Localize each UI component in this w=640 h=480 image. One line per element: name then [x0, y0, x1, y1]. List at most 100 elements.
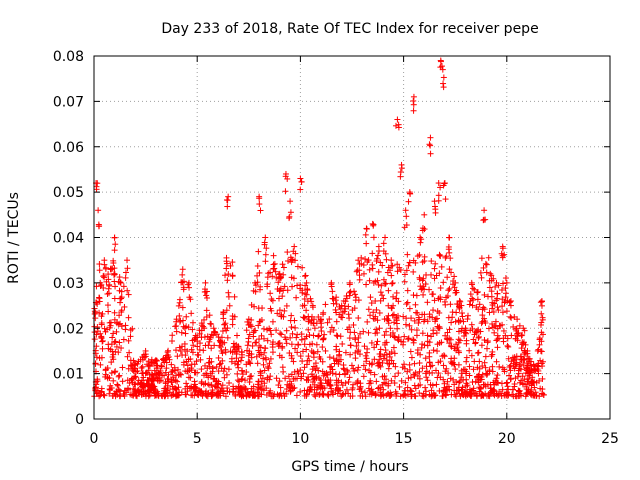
data-point-cloud [288, 312, 295, 319]
data-point-cloud [385, 320, 392, 327]
data-point-cloud [493, 375, 500, 382]
data-point-cloud [421, 311, 428, 318]
data-point-cloud [290, 358, 297, 365]
data-point-cloud [209, 364, 216, 371]
data-point-cloud [393, 320, 400, 327]
data-point-cloud [168, 379, 175, 386]
data-point-cloud [153, 362, 160, 369]
data-point-cloud [314, 348, 321, 355]
data-point-cloud [498, 392, 505, 399]
data-point-cloud [394, 336, 401, 343]
data-point-cloud [125, 314, 132, 321]
data-point-cloud [204, 295, 211, 302]
data-point-cloud [152, 392, 159, 399]
data-point-peak-cluster [494, 295, 501, 302]
data-point-cloud [201, 316, 208, 323]
data-point-cloud [276, 378, 283, 385]
data-point-cloud [182, 330, 189, 337]
data-point-cloud [306, 341, 313, 348]
data-point-cloud [333, 294, 340, 301]
data-point-cloud [469, 302, 476, 309]
data-point-cloud [481, 337, 488, 344]
data-point-peak-cluster [132, 368, 139, 375]
data-point-peak-cluster [337, 305, 344, 312]
data-point-peak-cluster [250, 287, 257, 294]
data-point-cloud [322, 347, 329, 354]
data-point-cloud [470, 296, 477, 303]
data-point-peak [270, 252, 277, 259]
data-point-cloud [116, 312, 123, 319]
data-point-cloud [392, 363, 399, 370]
data-point-peak [481, 207, 488, 214]
data-point-cloud [303, 391, 310, 398]
data-point-cloud [494, 344, 501, 351]
data-point-cloud [472, 378, 479, 385]
data-point-peak-cluster [194, 343, 201, 350]
data-point-peak-cluster [440, 80, 447, 87]
data-point-cloud [320, 391, 327, 398]
data-point-cloud [247, 373, 254, 380]
data-point-cloud [350, 321, 357, 328]
data-point-cloud [98, 389, 105, 396]
data-point-cloud [354, 348, 361, 355]
data-point-peak [124, 257, 131, 264]
data-point-cloud [268, 331, 275, 338]
data-point-cloud [434, 323, 441, 330]
data-point-cloud [377, 393, 384, 400]
data-point-cloud [428, 258, 435, 265]
data-point-peak-cluster [261, 239, 268, 246]
data-point-peak-cluster [451, 284, 458, 291]
data-point-cloud [140, 374, 147, 381]
data-point-cloud [283, 327, 290, 334]
data-point-cloud [120, 336, 127, 343]
data-point-cloud [403, 267, 410, 274]
data-point-cloud [454, 344, 461, 351]
data-point-cloud [127, 327, 134, 334]
data-point-cloud [230, 383, 237, 390]
data-point-cloud [478, 342, 485, 349]
data-point-cloud [188, 383, 195, 390]
data-point-cloud [361, 343, 368, 350]
data-point-cloud [267, 290, 274, 297]
data-point-cloud [301, 315, 308, 322]
data-point-peak-cluster [118, 295, 125, 302]
data-point-cloud [257, 344, 264, 351]
data-point-cloud [361, 389, 368, 396]
data-point-cloud [535, 370, 542, 377]
data-point-cloud [524, 389, 531, 396]
data-point-cloud [505, 343, 512, 350]
data-point-peak-cluster [219, 350, 226, 357]
data-point-cloud [413, 327, 420, 334]
data-point-peak-cluster [467, 297, 474, 304]
data-point-cloud [474, 289, 481, 296]
data-point-cloud [412, 259, 419, 266]
data-point-peak-cluster [457, 317, 464, 324]
data-point-peak-cluster [96, 294, 103, 301]
data-point-cloud [275, 382, 282, 389]
data-point-cloud [135, 386, 142, 393]
data-point-cloud [464, 316, 471, 323]
data-point-cloud [143, 369, 150, 376]
data-point-cloud [275, 340, 282, 347]
data-point-cloud [303, 291, 310, 298]
data-point-cloud [527, 391, 534, 398]
data-point-cloud [352, 355, 359, 362]
data-point-cloud [284, 249, 291, 256]
data-point-cloud [455, 328, 462, 335]
data-point-cloud [434, 341, 441, 348]
data-point-cloud [389, 279, 396, 286]
data-point-cloud [203, 292, 210, 299]
data-point-cloud [113, 320, 120, 327]
data-point-cloud [403, 300, 410, 307]
data-point-cloud [229, 313, 236, 320]
data-point-cloud [360, 328, 367, 335]
data-point-cloud [113, 343, 120, 350]
data-point-cloud [264, 283, 271, 290]
data-point-cloud [364, 345, 371, 352]
data-point-cloud [91, 310, 98, 317]
data-point-cloud [98, 354, 105, 361]
data-point-cloud [484, 293, 491, 300]
data-point-cloud [372, 278, 379, 285]
data-point-cloud [493, 337, 500, 344]
data-point-cloud [506, 364, 513, 371]
